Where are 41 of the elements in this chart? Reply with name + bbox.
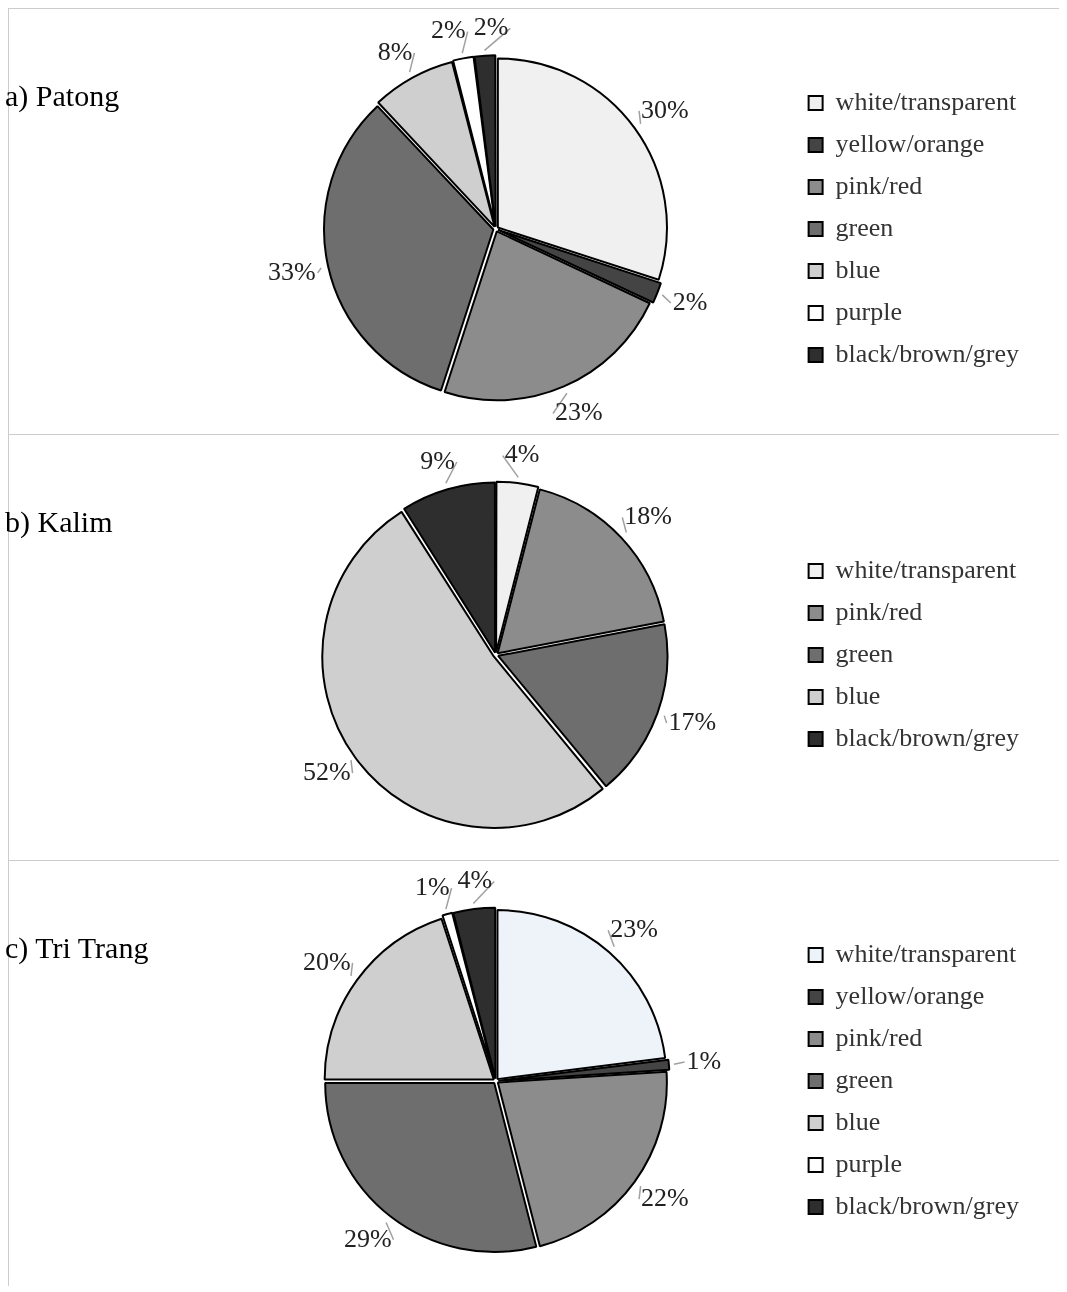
data-label: 1% xyxy=(686,1045,722,1075)
data-label: 4% xyxy=(504,439,540,469)
data-label: 9% xyxy=(420,445,455,475)
data-label: 20% xyxy=(302,946,351,976)
data-label: 1% xyxy=(414,871,450,901)
legend-label: black/brown/grey xyxy=(835,338,1020,368)
data-label: 52% xyxy=(302,756,351,786)
legend-label: green xyxy=(835,1064,894,1094)
text: c) Tri Trang xyxy=(5,931,149,965)
data-label: 8% xyxy=(377,36,413,66)
data-label: 29% xyxy=(343,1223,392,1253)
text: a) Patong xyxy=(5,79,120,113)
legend-label: yellow/orange xyxy=(835,980,985,1010)
legend-label: blue xyxy=(835,1106,881,1136)
legend-label: blue xyxy=(835,254,881,284)
data-label: 4% xyxy=(457,865,493,895)
data-label: 2% xyxy=(431,15,466,45)
data-label: 33% xyxy=(268,256,316,286)
legend-label: pink/red xyxy=(835,170,923,200)
legend-label: purple xyxy=(835,1148,903,1178)
legend-label: white/transparent xyxy=(835,554,1017,584)
legend-label: green xyxy=(835,212,894,242)
data-label: 2% xyxy=(473,12,509,42)
data-label: 23% xyxy=(610,914,658,944)
legend-label: white/transparent xyxy=(835,938,1017,968)
data-label: 23% xyxy=(554,397,603,427)
legend-label: pink/red xyxy=(835,596,923,626)
legend-label: green xyxy=(835,638,894,668)
text: b) Kalim xyxy=(5,505,113,539)
legend-label: black/brown/grey xyxy=(835,722,1020,752)
legend-label: white/transparent xyxy=(835,86,1017,116)
data-label: 17% xyxy=(668,706,717,736)
legend-label: pink/red xyxy=(835,1022,923,1052)
data-label: 30% xyxy=(641,94,689,124)
data-label: 2% xyxy=(672,286,708,316)
legend-label: purple xyxy=(835,296,903,326)
legend-label: yellow/orange xyxy=(835,128,985,158)
data-label: 22% xyxy=(641,1182,689,1212)
legend-label: blue xyxy=(835,680,881,710)
data-label: 18% xyxy=(624,501,672,531)
legend-label: black/brown/grey xyxy=(835,1190,1020,1220)
